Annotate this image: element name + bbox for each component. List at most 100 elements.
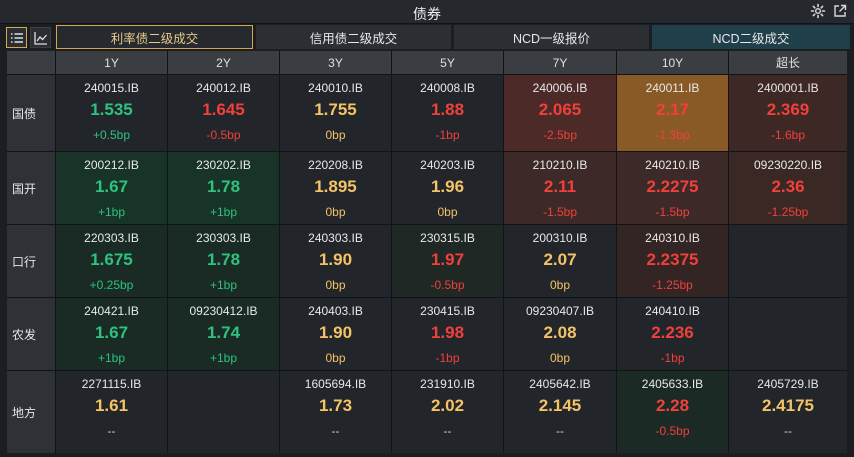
yield-cell[interactable]: 09230220.IB 2.36 -1.25bp: [729, 152, 847, 224]
yield-cell[interactable]: 220303.IB 1.675 +0.25bp: [56, 225, 167, 297]
yield-rate: 2.4175: [762, 396, 814, 415]
yield-cell[interactable]: 220208.IB 1.895 0bp: [280, 152, 391, 224]
yield-rate: 2.2375: [646, 250, 699, 269]
bond-code: 231910.IB: [420, 377, 475, 391]
yield-cell: [729, 298, 847, 370]
tab-ncd-primary-quote[interactable]: NCD一级报价: [454, 25, 649, 49]
yield-rate: 2.369: [766, 100, 810, 119]
yield-rate: 2.236: [651, 323, 694, 342]
yield-rate: 2.08: [543, 323, 577, 342]
yield-rate: 2.145: [538, 396, 582, 415]
column-header-7: 超长: [729, 51, 847, 74]
row-label-exim: 口行: [7, 225, 55, 297]
yield-rate: 1.97: [430, 250, 465, 269]
yield-change: +1bp: [209, 278, 238, 292]
yield-cell[interactable]: 240310.IB 2.2375 -1.25bp: [617, 225, 728, 297]
yield-rate: 2.065: [538, 100, 582, 119]
yield-change: +1bp: [209, 205, 238, 219]
column-header-3: 3Y: [280, 51, 391, 74]
yield-change: -0.5bp: [430, 278, 465, 292]
yield-cell[interactable]: 231910.IB 2.02 --: [392, 371, 503, 453]
column-header-5: 7Y: [504, 51, 616, 74]
bond-code: 240410.IB: [645, 304, 700, 318]
yield-cell[interactable]: 230202.IB 1.78 +1bp: [168, 152, 279, 224]
yield-cell[interactable]: 2405642.IB 2.145 --: [504, 371, 616, 453]
bond-code: 230202.IB: [196, 158, 251, 172]
yield-rate: 1.78: [206, 250, 241, 269]
yield-cell[interactable]: 240012.IB 1.645 -0.5bp: [168, 75, 279, 151]
tab-ncd-secondary[interactable]: NCD二级成交: [652, 25, 850, 49]
yield-cell[interactable]: 240006.IB 2.065 -2.5bp: [504, 75, 616, 151]
column-header-2: 2Y: [168, 51, 279, 74]
title-bar: 债券: [0, 0, 854, 24]
settings-gear-icon[interactable]: [810, 3, 826, 19]
row-label-local-gov: 地方: [7, 371, 55, 453]
bond-code: 220208.IB: [308, 158, 363, 172]
yield-rate: 1.88: [430, 100, 465, 119]
yield-change: --: [107, 424, 116, 438]
yield-change: 0bp: [549, 278, 571, 292]
yield-rate: 1.755: [314, 100, 357, 119]
yield-cell[interactable]: 200212.IB 1.67 +1bp: [56, 152, 167, 224]
tab-credit-bond-secondary[interactable]: 信用债二级成交: [256, 25, 451, 49]
yield-cell[interactable]: 240303.IB 1.90 0bp: [280, 225, 391, 297]
tab-rate-bond-secondary[interactable]: 利率债二级成交: [56, 25, 253, 49]
chart-view-icon[interactable]: [30, 27, 51, 48]
yield-change: 0bp: [325, 205, 346, 219]
bond-code: 09230220.IB: [753, 158, 823, 172]
yield-cell[interactable]: 2400001.IB 2.369 -1.6bp: [729, 75, 847, 151]
yield-rate: 1.535: [90, 100, 133, 119]
yield-cell[interactable]: 240010.IB 1.755 0bp: [280, 75, 391, 151]
yield-cell[interactable]: 200310.IB 2.07 0bp: [504, 225, 616, 297]
yield-change: -1.3bp: [655, 128, 690, 142]
yield-cell[interactable]: 1605694.IB 1.73 --: [280, 371, 391, 453]
yield-cell[interactable]: 230315.IB 1.97 -0.5bp: [392, 225, 503, 297]
yield-change: -1bp: [435, 351, 460, 365]
yield-cell[interactable]: 240421.IB 1.67 +1bp: [56, 298, 167, 370]
yield-rate: 1.67: [94, 177, 129, 196]
yield-cell[interactable]: 210210.IB 2.11 -1.5bp: [504, 152, 616, 224]
yield-rate: 1.90: [318, 323, 353, 342]
bond-code: 1605694.IB: [304, 377, 367, 391]
yield-cell[interactable]: 240403.IB 1.90 0bp: [280, 298, 391, 370]
bond-code: 240310.IB: [645, 231, 700, 245]
bond-code: 230303.IB: [196, 231, 251, 245]
bond-code: 2405642.IB: [529, 377, 591, 391]
yield-cell[interactable]: 240410.IB 2.236 -1bp: [617, 298, 728, 370]
yield-cell[interactable]: 240210.IB 2.2275 -1.5bp: [617, 152, 728, 224]
yield-cell[interactable]: 2271115.IB 1.61 --: [56, 371, 167, 453]
bond-yield-grid: 1Y 2Y 3Y 5Y 7Y 10Y 超长 国债 240015.IB 1.535 +0.5bp 240…: [7, 51, 847, 453]
yield-cell[interactable]: 240008.IB 1.88 -1bp: [392, 75, 503, 151]
yield-rate: 1.96: [430, 177, 465, 196]
popout-window-icon[interactable]: [832, 3, 848, 19]
bond-code: 2405729.IB: [757, 377, 819, 391]
bond-code: 09230407.IB: [525, 304, 595, 318]
yield-rate: 2.07: [543, 250, 577, 269]
bond-code: 240015.IB: [84, 81, 139, 95]
yield-cell[interactable]: 240203.IB 1.96 0bp: [392, 152, 503, 224]
list-view-icon[interactable]: [6, 27, 27, 48]
column-header-4: 5Y: [392, 51, 503, 74]
bond-code: 2271115.IB: [81, 377, 142, 391]
yield-cell[interactable]: 230303.IB 1.78 +1bp: [168, 225, 279, 297]
yield-change: 0bp: [325, 128, 346, 142]
yield-change: 0bp: [325, 351, 346, 365]
window-title: 债券: [413, 6, 441, 22]
bond-code: 240011.IB: [645, 81, 700, 95]
yield-cell[interactable]: 240015.IB 1.535 +0.5bp: [56, 75, 167, 151]
toolbar: 利率债二级成交 信用债二级成交 NCD一级报价 NCD二级成交: [0, 24, 854, 50]
yield-rate: 1.61: [94, 396, 129, 415]
bond-code: 240210.IB: [645, 158, 700, 172]
yield-change: -1.6bp: [770, 128, 806, 142]
yield-cell[interactable]: 09230407.IB 2.08 0bp: [504, 298, 616, 370]
yield-cell[interactable]: 230415.IB 1.98 -1bp: [392, 298, 503, 370]
yield-cell[interactable]: 09230412.IB 1.74 +1bp: [168, 298, 279, 370]
yield-change: -1.25bp: [767, 205, 809, 219]
bond-code: 240006.IB: [532, 81, 588, 95]
yield-cell[interactable]: 2405633.IB 2.28 -0.5bp: [617, 371, 728, 453]
yield-cell[interactable]: 240011.IB 2.17 -1.3bp: [617, 75, 728, 151]
bond-code: 240012.IB: [196, 81, 251, 95]
yield-cell[interactable]: 2405729.IB 2.4175 --: [729, 371, 847, 453]
yield-rate: 2.2275: [646, 177, 699, 196]
yield-rate: 1.98: [430, 323, 465, 342]
